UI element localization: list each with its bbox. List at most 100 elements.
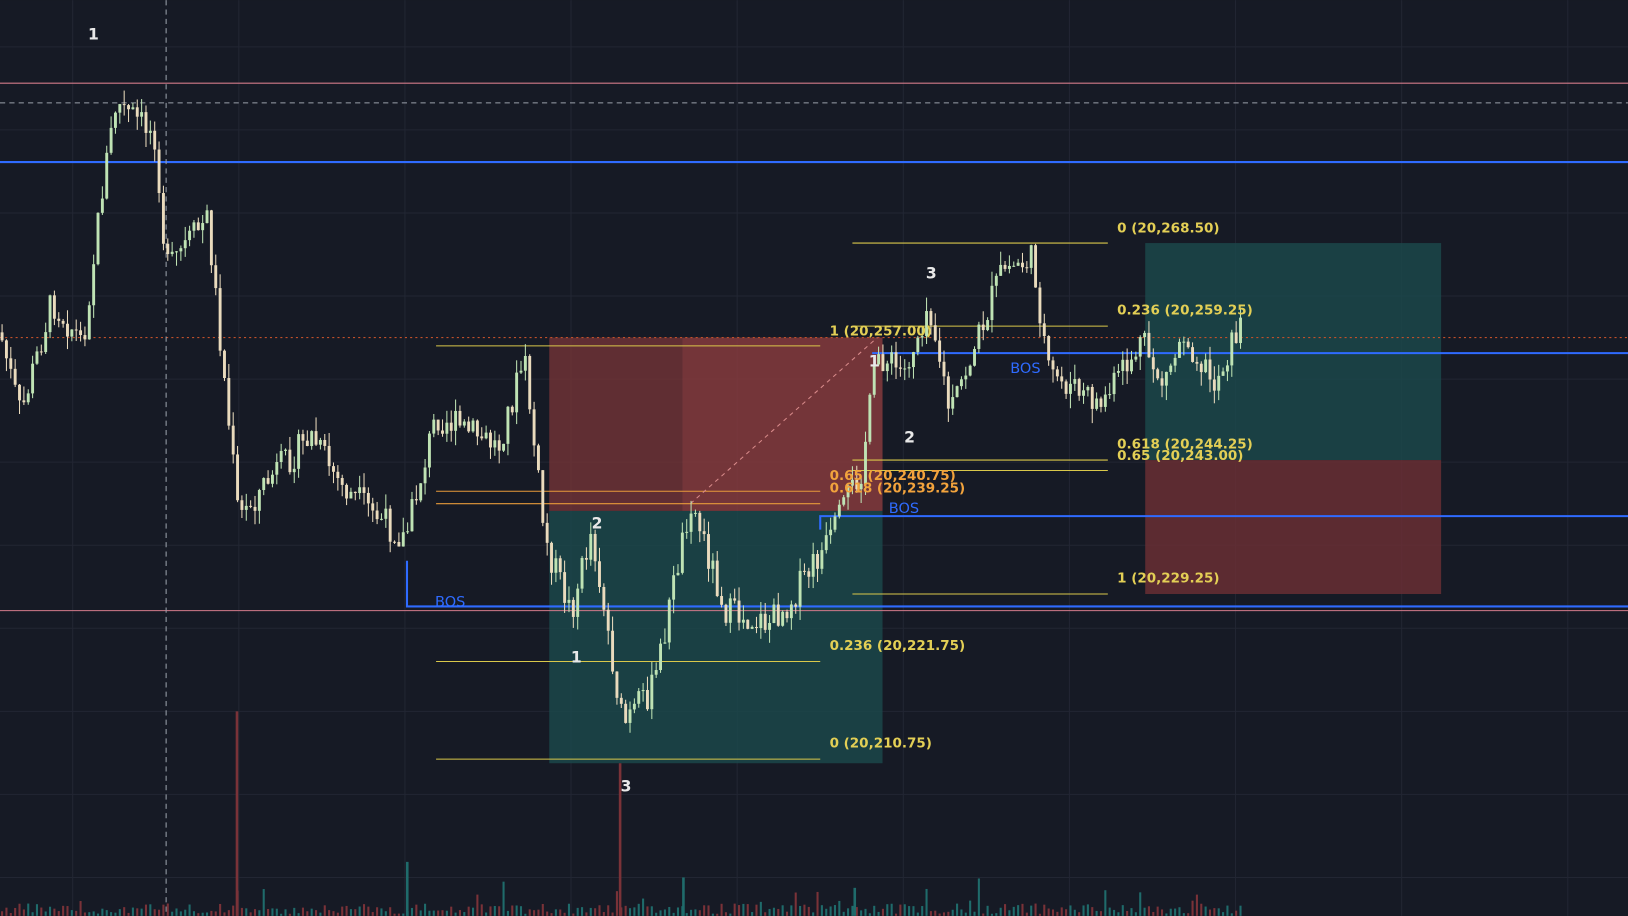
candle-body <box>942 361 946 377</box>
candle-body <box>266 478 270 484</box>
volume-bar <box>419 910 422 916</box>
candle-body <box>938 340 942 362</box>
candle-body <box>885 363 889 372</box>
candle-body <box>1077 379 1081 396</box>
candle-body <box>933 325 937 341</box>
volume-bar <box>389 907 392 916</box>
candle-body <box>894 352 898 368</box>
candle-body <box>1086 386 1090 391</box>
candle-body <box>628 709 632 723</box>
candle-body <box>650 674 654 710</box>
volume-bar <box>733 903 736 916</box>
candle-body <box>436 419 440 431</box>
candle-body <box>497 440 501 451</box>
volume-bar <box>794 892 797 916</box>
candle-body <box>18 384 21 401</box>
volume-bar <box>611 912 614 916</box>
volume-bar <box>393 913 396 916</box>
candle-body <box>663 642 667 644</box>
volume-bar <box>162 904 165 916</box>
candle-body <box>188 230 192 241</box>
volume-bar <box>628 908 632 916</box>
candle-body <box>0 332 4 341</box>
volume-bar <box>405 861 409 916</box>
candle-body <box>253 506 257 511</box>
candle-body <box>1060 376 1064 382</box>
candle-body <box>48 295 52 333</box>
fib-label: 0.618 (20,239.25) <box>830 480 966 496</box>
candle-body <box>946 376 950 409</box>
volume-bar <box>1043 904 1046 916</box>
candle-body <box>898 367 902 369</box>
candle-body <box>153 130 157 150</box>
volume-bar <box>489 906 492 916</box>
candle-body <box>192 222 196 231</box>
volume-bar <box>118 909 121 916</box>
candle-body <box>284 449 287 451</box>
volume-bar <box>1217 908 1220 916</box>
volume-bar <box>31 912 34 916</box>
volume-bar <box>319 912 322 916</box>
volume-bar <box>1056 911 1059 916</box>
candle-body <box>327 445 331 467</box>
candle-body <box>916 337 920 353</box>
volume-bar <box>1213 908 1216 916</box>
candle-body <box>1051 360 1055 370</box>
candle-body <box>493 440 497 448</box>
volume <box>1 711 1242 916</box>
candle-body <box>449 422 453 431</box>
candle-body <box>959 379 963 387</box>
candle-body <box>789 604 793 619</box>
candle-body <box>1082 390 1085 396</box>
candle-body <box>1116 370 1120 373</box>
volume-bar <box>829 906 832 916</box>
candle-body <box>1151 357 1155 370</box>
volume-bar <box>267 908 270 916</box>
candle-body <box>554 558 558 573</box>
candle-body <box>698 512 702 532</box>
candle-body <box>223 350 226 379</box>
volume-bar <box>759 901 762 916</box>
candle-body <box>606 609 610 631</box>
candle-body <box>702 531 706 535</box>
volume-bar <box>785 911 789 916</box>
candle-body <box>850 479 854 486</box>
volume-bar <box>214 911 217 916</box>
volume-bar <box>1204 906 1207 916</box>
volume-bar <box>694 909 697 916</box>
candle-body <box>872 364 876 395</box>
candle-body <box>632 703 636 710</box>
volume-bar <box>53 908 56 916</box>
candle-body <box>602 586 606 610</box>
volume-bar <box>851 905 854 916</box>
volume-bar <box>66 906 69 916</box>
volume-bar <box>188 904 191 916</box>
candle-body <box>336 471 340 479</box>
volume-bar <box>323 905 326 916</box>
candle-body <box>44 332 48 353</box>
candle-body <box>1047 336 1051 361</box>
volume-bar <box>524 913 527 916</box>
volume-bar <box>1130 908 1133 916</box>
volume-bar <box>533 910 536 916</box>
volume-bar <box>397 913 400 916</box>
candle-body <box>1012 265 1016 267</box>
candle-body <box>214 265 218 289</box>
volume-bar <box>223 912 226 916</box>
volume-bar <box>506 910 509 916</box>
volume-bar <box>724 912 727 916</box>
volume-bar <box>942 912 946 916</box>
volume-bar <box>57 911 60 916</box>
candle-body <box>9 358 13 369</box>
volume-bar <box>960 909 963 916</box>
volume-bar <box>751 912 754 916</box>
candle-body <box>659 643 662 671</box>
candle-body <box>855 479 859 490</box>
candle-body <box>1147 332 1151 358</box>
volume-bar <box>698 910 701 916</box>
volume-bar <box>1226 905 1229 916</box>
candle-body <box>127 105 130 110</box>
candle-body <box>1182 341 1186 343</box>
volume-bar <box>768 908 771 916</box>
candle-body <box>589 533 593 560</box>
